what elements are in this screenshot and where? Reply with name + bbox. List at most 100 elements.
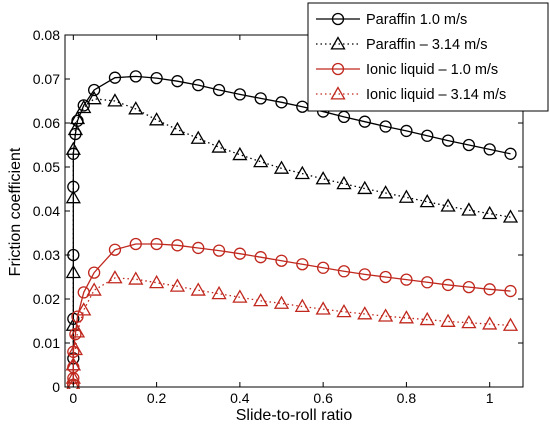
y-tick-label: 0.04 [33,203,60,219]
x-tick-label: 0.2 [147,390,167,406]
legend-box [307,2,549,112]
data-point [483,143,496,156]
data-point [69,324,86,338]
data-point [462,138,476,152]
y-tick-label: 0.01 [33,335,60,351]
y-tick-label: 0 [52,379,60,395]
data-point [421,276,434,289]
legend-entry-label: Paraffin – 3.14 m/s [366,37,487,53]
data-point [315,171,331,185]
data-point [108,71,122,84]
data-point [273,160,290,174]
data-point [67,121,84,136]
data-point [169,121,186,136]
data-point [65,189,81,204]
y-tick-label: 0.05 [33,159,60,175]
data-point [296,258,309,271]
data-point [462,280,476,294]
data-point [315,301,331,315]
x-tick-label: 0.6 [313,390,333,406]
legend-marker [330,36,346,50]
data-point [358,115,371,128]
legend-marker [331,62,345,76]
y-tick-label: 0.03 [33,247,60,263]
data-point [461,202,477,216]
data-point [316,261,330,274]
legend: Paraffin 1.0 m/s Paraffin – 3.14 m/s Ionic… [307,2,549,112]
data-point [212,244,226,257]
data-point [171,75,184,88]
legend-entry-label: Ionic liquid – 3.14 m/s [366,87,506,103]
data-point [71,310,84,323]
data-point [336,303,352,318]
data-point [86,90,102,105]
data-point [502,209,519,223]
data-point [190,282,206,296]
data-point [461,314,477,329]
data-point [233,88,247,101]
data-point [171,239,184,252]
data-point [502,317,519,331]
data-point [275,96,288,109]
x-axis-label: Slide-to-roll ratio [236,407,353,424]
data-point [232,289,248,303]
legend-marker [331,12,345,26]
data-point [150,71,163,85]
data-point [254,92,267,105]
data-point [377,185,394,199]
data-point [482,205,498,220]
data-point [65,357,81,371]
data-point [87,83,101,97]
data-point [192,79,205,92]
data-point [212,83,226,97]
data-point [129,237,142,251]
data-point [441,134,455,147]
data-point [504,147,517,160]
data-point [66,376,81,389]
data-point [233,247,247,260]
data-point [107,270,123,284]
y-axis-label: Friction coefficient [7,147,24,276]
axes: 0 0.2 0.4 0.6 0.8 1 0 0.01 0.02 0.03 0.04 0.05 0.06 0… [33,27,524,406]
data-point [419,193,435,208]
data-point [107,93,123,107]
data-point [357,180,373,195]
data-point [65,141,81,155]
data-point [337,265,351,278]
data-point [440,313,456,327]
data-point [357,306,373,320]
series-2 [65,90,519,371]
data-point [253,292,269,307]
series-line [72,98,511,365]
data-point [169,278,186,292]
data-point [440,198,456,212]
data-point [421,129,434,142]
data-point [400,273,413,286]
x-tick-label: 0.4 [230,390,250,406]
y-tick-label: 0.06 [33,115,60,131]
legend-entry-label: Ionic liquid – 1.0 m/s [366,62,498,78]
series-1 [67,70,517,389]
data-point [358,268,371,281]
data-point [150,237,163,251]
data-point [192,241,205,255]
data-point [294,298,310,313]
x-tick-label: 1 [486,390,494,406]
series-line [72,277,511,385]
data-point [482,316,498,330]
series-group [65,70,519,389]
plot-area [65,70,519,389]
data-point [76,302,92,316]
series-line [72,75,511,385]
data-point [86,282,102,296]
x-tick-label: 0 [69,390,77,406]
data-point [65,264,81,279]
data-point [211,139,227,153]
data-point [211,285,227,300]
data-point [419,311,435,326]
data-point [128,271,144,285]
x-tick-label: 0.8 [397,390,417,406]
legend-entry-label: Paraffin 1.0 m/s [366,12,467,28]
